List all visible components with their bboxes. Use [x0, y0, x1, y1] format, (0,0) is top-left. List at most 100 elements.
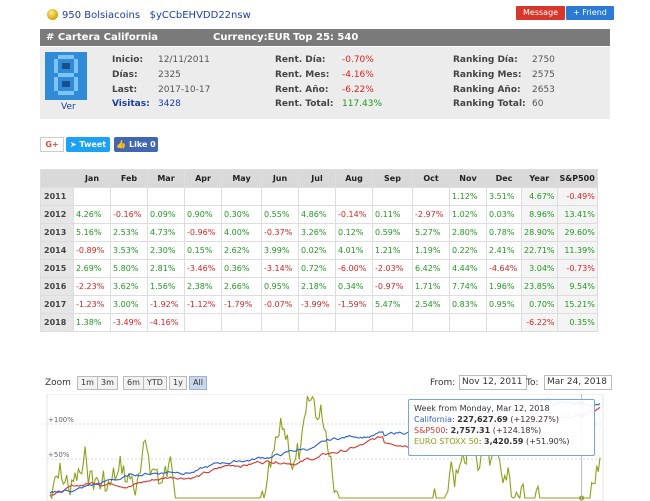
return-cell: 11.39% — [556, 241, 598, 260]
column-header: May — [221, 169, 262, 188]
tooltip-series-value: 2,757.31 — [450, 426, 491, 435]
info-label: Rent. Mes: — [275, 70, 330, 80]
return-cell: 0.12% — [335, 223, 373, 242]
tooltip-separator: : — [452, 415, 458, 424]
zoom-1m-button[interactable]: 1m — [77, 376, 98, 390]
chart-tooltip: Week from Monday, Mar 12, 2018 Californi… — [408, 399, 595, 456]
return-cell — [184, 313, 222, 332]
from-date-input[interactable]: Nov 12, 2011 — [459, 375, 527, 390]
tooltip-series-change: (+129.27%) — [510, 415, 559, 424]
info-value: 2017-10-17 — [158, 85, 211, 95]
return-cell — [335, 313, 373, 332]
info-value: -6.22% — [342, 85, 374, 95]
tooltip-series-value: 3,420.59 — [484, 437, 524, 446]
return-cell: 0.09% — [147, 205, 185, 224]
tooltip-series-change: (+124.18%) — [492, 426, 542, 435]
return-cell — [110, 187, 148, 206]
return-cell: 5.27% — [412, 223, 450, 242]
portfolio-title: # Cartera California — [46, 32, 158, 43]
return-cell: 2.62% — [221, 241, 262, 260]
table-row: 2012 4.26% -0.16% 0.09% 0.90% 0.30% 0.55% 4.86%… — [40, 205, 598, 224]
info-value[interactable]: 3428 — [158, 99, 181, 109]
return-cell — [298, 187, 336, 206]
return-cell — [372, 187, 413, 206]
table-row: 2013 5.16% 2.53% 4.73% -0.96% 4.00% -0.37% 3.26… — [40, 223, 598, 242]
tooltip-series-name: California — [414, 415, 452, 424]
from-label: From: — [430, 378, 456, 388]
add-friend-button[interactable]: + Friend — [566, 6, 614, 20]
year-cell: 2015 — [40, 259, 74, 278]
return-cell — [449, 313, 487, 332]
avatar-view-link[interactable]: Ver — [61, 102, 76, 112]
return-cell: -1.12% — [184, 295, 222, 314]
facebook-like-button[interactable]: 👍 Like 0 — [114, 137, 158, 152]
zoom-3m-button[interactable]: 3m — [97, 376, 118, 390]
return-cell: 3.04% — [521, 259, 558, 278]
return-cell: 1.38% — [73, 313, 111, 332]
tweet-button[interactable]: ➤ Tweet — [66, 137, 110, 152]
info-label: Last: — [112, 85, 138, 95]
return-cell: 4.67% — [521, 187, 558, 206]
return-cell — [486, 313, 522, 332]
like-label: Like 0 — [129, 140, 156, 149]
zoom-1y-button[interactable]: 1y — [169, 376, 187, 390]
return-cell: -4.16% — [147, 313, 185, 332]
return-cell: -2.97% — [412, 205, 450, 224]
info-label: Ranking Mes: — [453, 70, 522, 80]
return-cell: -1.23% — [73, 295, 111, 314]
coin-icon — [47, 9, 58, 20]
return-cell: 0.15% — [184, 241, 222, 260]
return-cell: 5.80% — [110, 259, 148, 278]
tooltip-series-name: EURO STOXX 50 — [414, 437, 479, 446]
return-cell: 2.18% — [298, 277, 336, 296]
user-line[interactable]: 950 Bolsiacoins $yCCbEHVDD22nsw — [62, 10, 251, 21]
currency-label: Currency:EUR — [213, 32, 291, 43]
zoom-all-button[interactable]: All — [189, 376, 207, 390]
return-cell: 0.36% — [221, 259, 262, 278]
return-cell — [221, 313, 262, 332]
user-id[interactable]: $yCCbEHVDD22nsw — [149, 10, 251, 21]
zoom-ytd-button[interactable]: YTD — [143, 376, 167, 390]
tweet-label: Tweet — [79, 140, 107, 149]
return-cell: 0.02% — [298, 241, 336, 260]
return-cell: 0.83% — [449, 295, 487, 314]
column-header: Jul — [298, 169, 336, 188]
google-plus-button[interactable]: G+ — [40, 137, 64, 152]
info-value: 60 — [532, 99, 544, 109]
return-cell: 5.16% — [73, 223, 111, 242]
return-cell: -0.14% — [335, 205, 373, 224]
column-header: Aug — [335, 169, 373, 188]
return-cell: -1.79% — [221, 295, 262, 314]
return-cell: -3.14% — [261, 259, 299, 278]
return-cell: 29.60% — [556, 223, 598, 242]
return-cell — [372, 313, 413, 332]
return-cell: -0.07% — [261, 295, 299, 314]
tooltip-series-name: S&P500 — [414, 426, 446, 435]
to-date-input[interactable]: Mar 24, 2018 — [544, 375, 612, 390]
return-cell: 8.96% — [521, 205, 558, 224]
return-cell: 0.11% — [372, 205, 413, 224]
return-cell: 0.95% — [261, 277, 299, 296]
column-header: Dec — [486, 169, 522, 188]
return-cell: 4.00% — [221, 223, 262, 242]
info-panel — [40, 47, 610, 119]
return-cell — [412, 313, 450, 332]
return-cell: 0.90% — [184, 205, 222, 224]
avatar[interactable] — [45, 52, 87, 100]
return-cell: 0.70% — [521, 295, 558, 314]
tooltip-series-row: S&P500: 2,757.31 (+124.18%) — [414, 425, 589, 436]
tooltip-series-row: EURO STOXX 50: 3,420.59 (+51.90%) — [414, 436, 589, 447]
y-tick-label: +50% — [48, 451, 70, 459]
column-header: Year — [521, 169, 558, 188]
return-cell: 2.66% — [221, 277, 262, 296]
zoom-6m-button[interactable]: 6m — [123, 376, 144, 390]
return-cell: 0.78% — [486, 223, 522, 242]
y-tick-label: +100% — [48, 416, 74, 424]
return-cell: 2.41% — [486, 241, 522, 260]
return-cell: 1.71% — [412, 277, 450, 296]
message-button[interactable]: Message — [516, 6, 566, 20]
user-coins[interactable]: 950 Bolsiacoins — [62, 10, 141, 21]
info-value: 12/11/2011 — [158, 55, 210, 65]
return-cell: -1.59% — [335, 295, 373, 314]
return-cell: 4.01% — [335, 241, 373, 260]
